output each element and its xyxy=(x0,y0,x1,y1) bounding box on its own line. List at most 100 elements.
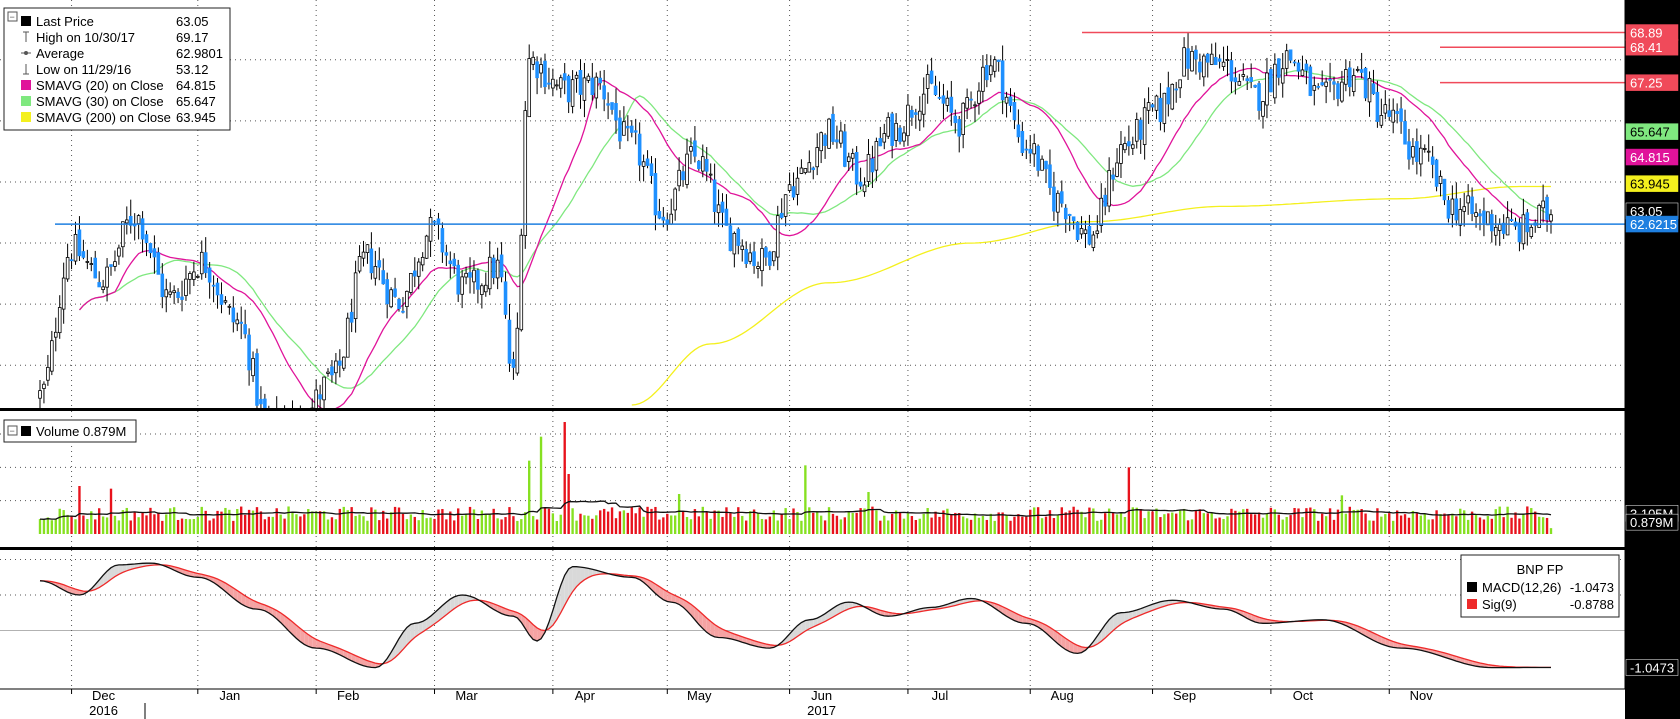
candle-body xyxy=(716,204,721,214)
macd-fill-segment xyxy=(95,579,100,590)
volume-bar xyxy=(393,506,397,534)
volume-bar xyxy=(255,507,259,534)
candle xyxy=(255,348,259,408)
candle xyxy=(341,356,346,371)
candle-body xyxy=(748,252,752,262)
svg-text:−: − xyxy=(10,426,15,436)
macd-fill-segment xyxy=(1109,615,1114,635)
volume-bar xyxy=(958,513,961,534)
macd-legend[interactable]: BNP FP MACD(12,26) -1.0473 Sig(9) -0.8788 xyxy=(1460,554,1620,618)
macd-fill-segment xyxy=(1085,646,1090,651)
volume-bar xyxy=(165,514,168,534)
candle-body xyxy=(1146,102,1151,111)
macd-panel: 2.001.000.00 -1.0473 BNP FP MACD(12,26) -… xyxy=(0,550,1679,689)
volume-bar xyxy=(243,514,247,534)
price-right-label-text: 63.05 xyxy=(1630,204,1663,219)
candle-body xyxy=(547,82,551,85)
candle-body xyxy=(128,215,133,226)
volume-bar xyxy=(622,510,626,534)
legend-swatch xyxy=(21,96,31,106)
candle xyxy=(117,244,121,265)
price-right-label-bg xyxy=(1625,38,1679,56)
candle-body xyxy=(649,163,654,176)
candle-body xyxy=(168,291,172,295)
candle xyxy=(1115,148,1119,178)
candle xyxy=(373,250,378,286)
candle xyxy=(424,234,429,260)
candle xyxy=(839,121,843,148)
candle xyxy=(405,290,409,319)
candle-body xyxy=(732,232,737,255)
candle-body xyxy=(1111,174,1115,180)
price-legend[interactable]: − Last Price 63.05 High on 10/30/17 69.17 Av… xyxy=(3,7,231,131)
candle-body xyxy=(543,60,547,88)
candle-body xyxy=(1158,97,1163,123)
volume-legend[interactable]: − Volume 0.879M xyxy=(3,419,137,443)
volume-bar xyxy=(169,508,172,534)
candle-body xyxy=(1040,158,1044,171)
candle-body xyxy=(610,102,614,110)
candle xyxy=(85,249,90,270)
volume-bar xyxy=(480,510,484,534)
candle xyxy=(732,231,737,268)
candle xyxy=(555,79,559,91)
candle-body xyxy=(795,177,800,195)
candle-body xyxy=(1079,228,1084,235)
x-month-label: Aug xyxy=(1051,688,1074,703)
volume-bar xyxy=(1190,519,1194,534)
volume-bar xyxy=(228,509,231,534)
collapse-toggle-icon[interactable] xyxy=(7,11,18,22)
candle xyxy=(164,278,169,313)
candle-body xyxy=(949,96,954,113)
macd-fill-segment xyxy=(454,595,459,609)
candle xyxy=(1202,53,1206,87)
candle-body xyxy=(586,75,591,81)
volume-bar xyxy=(910,516,914,534)
candle-body xyxy=(251,358,255,377)
macd-fill-segment xyxy=(722,629,727,639)
candle-body xyxy=(768,251,772,266)
collapse-toggle-icon[interactable] xyxy=(7,425,18,436)
candle xyxy=(1308,64,1313,97)
candle-body xyxy=(941,95,946,104)
volume-bar xyxy=(693,509,697,534)
volume-bar xyxy=(610,507,614,534)
candle-body xyxy=(1154,95,1159,111)
legend-swatch xyxy=(21,112,31,122)
volume-bar xyxy=(1324,516,1328,534)
candle xyxy=(468,257,472,294)
volume-bar xyxy=(1494,509,1497,534)
candle xyxy=(1462,192,1466,227)
candle xyxy=(1348,61,1352,97)
x-month-label: Nov xyxy=(1410,688,1434,703)
volume-bar xyxy=(385,518,389,534)
candle xyxy=(1304,59,1309,85)
volume-bar xyxy=(314,511,318,534)
volume-bar xyxy=(1466,519,1470,534)
macd-fill-segment xyxy=(521,614,526,629)
candle-body xyxy=(385,279,389,305)
volume-bar xyxy=(141,513,144,534)
volume-bar xyxy=(764,519,768,534)
candle-body xyxy=(1493,226,1498,236)
volume-bar xyxy=(788,519,791,534)
candle xyxy=(1292,59,1297,67)
volume-bar xyxy=(1534,511,1537,534)
volume-bar xyxy=(835,515,839,534)
candle-body xyxy=(448,260,453,265)
candle xyxy=(843,123,847,168)
candle-body xyxy=(1170,83,1175,110)
candle-body xyxy=(618,117,622,142)
candle-body xyxy=(101,286,105,290)
volume-bar xyxy=(1344,513,1348,534)
volume-bar xyxy=(1032,507,1036,534)
macd-fill-segment xyxy=(1065,638,1070,652)
candle-body xyxy=(263,398,267,408)
macd-fill-segment xyxy=(359,657,364,666)
candle-body xyxy=(519,234,524,331)
macd-fill-segment xyxy=(327,644,332,652)
candle xyxy=(819,131,823,164)
candle xyxy=(1458,198,1463,237)
candle-body xyxy=(744,249,748,264)
